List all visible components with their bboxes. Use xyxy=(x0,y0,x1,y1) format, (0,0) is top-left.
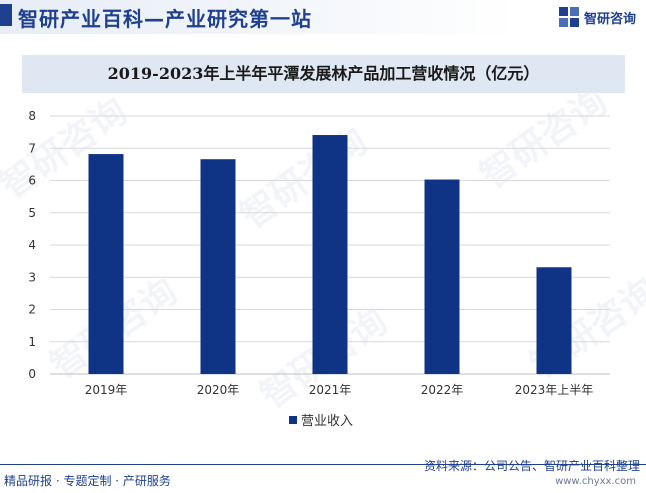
footer-services: 精品研报 · 专题定制 · 产研服务 xyxy=(4,474,171,488)
y-tick-label: 2 xyxy=(28,303,36,317)
x-tick-label: 2020年 xyxy=(197,383,240,397)
footer-divider xyxy=(0,464,646,465)
y-tick-label: 6 xyxy=(28,174,36,188)
bar xyxy=(312,135,348,374)
x-tick-label: 2022年 xyxy=(421,383,464,397)
logo-icon xyxy=(558,7,579,27)
logo: 智研咨询 xyxy=(558,6,636,28)
logo-text: 智研咨询 xyxy=(583,11,636,27)
y-tick-label: 0 xyxy=(28,367,36,381)
y-tick-label: 3 xyxy=(28,270,36,284)
y-tick-label: 5 xyxy=(28,206,36,220)
x-tick-label: 2021年 xyxy=(309,383,352,397)
chart-title-band: 2019-2023年上半年平潭发展林产品加工营收情况（亿元） xyxy=(22,55,625,93)
header-band xyxy=(0,0,646,34)
y-tick-label: 1 xyxy=(28,335,36,349)
y-tick-label: 8 xyxy=(28,109,36,123)
y-tick-label: 4 xyxy=(28,238,36,252)
bar xyxy=(424,179,460,374)
legend-label: 营业收入 xyxy=(301,414,353,429)
x-tick-label: 2019年 xyxy=(85,383,128,397)
chart-title: 2019-2023年上半年平潭发展林产品加工营收情况（亿元） xyxy=(107,64,540,83)
footer-source: 资料来源：公司公告、智研产业百科整理 xyxy=(423,459,640,473)
bar xyxy=(200,159,236,374)
bar xyxy=(536,267,572,374)
brand-title: 智研产业百科—产业研究第一站 xyxy=(18,7,312,31)
x-tick-label: 2023年上半年 xyxy=(515,383,594,397)
y-tick-label: 7 xyxy=(28,141,36,155)
footer-url: www.chyxx.com xyxy=(555,476,636,487)
bar xyxy=(88,154,124,374)
brand-accent-block xyxy=(0,4,12,26)
legend-swatch xyxy=(289,416,297,424)
